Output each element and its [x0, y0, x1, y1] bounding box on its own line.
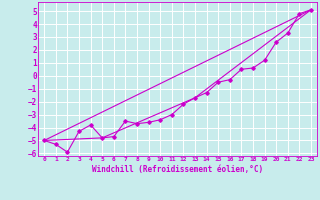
X-axis label: Windchill (Refroidissement éolien,°C): Windchill (Refroidissement éolien,°C): [92, 165, 263, 174]
